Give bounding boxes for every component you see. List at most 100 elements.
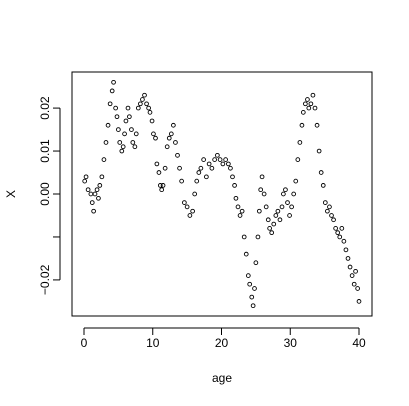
- point: [83, 174, 89, 180]
- point: [322, 200, 328, 205]
- point: [291, 191, 297, 197]
- point: [267, 226, 272, 231]
- point: [177, 165, 182, 171]
- point: [101, 157, 107, 162]
- point: [333, 226, 338, 231]
- point: [281, 191, 286, 197]
- point: [94, 187, 100, 193]
- point: [138, 101, 143, 107]
- point: [190, 208, 195, 214]
- point: [212, 157, 217, 162]
- point: [140, 97, 145, 102]
- point: [166, 135, 172, 141]
- point: [329, 213, 334, 218]
- point: [209, 165, 215, 171]
- point: [261, 191, 267, 197]
- point: [312, 105, 318, 111]
- point: [111, 79, 116, 85]
- point: [142, 92, 147, 98]
- point: [303, 101, 308, 107]
- x-tick-label: 40: [352, 336, 366, 350]
- point: [356, 299, 362, 304]
- point: [129, 127, 134, 132]
- point: [133, 131, 139, 137]
- point: [130, 140, 136, 145]
- point: [289, 204, 294, 210]
- point: [258, 187, 264, 193]
- point: [345, 256, 351, 261]
- point: [173, 140, 178, 145]
- point: [192, 191, 198, 197]
- point: [120, 144, 126, 150]
- point: [327, 204, 332, 210]
- point: [287, 213, 292, 218]
- point: [263, 204, 269, 210]
- point: [215, 152, 220, 158]
- point: [82, 178, 88, 184]
- y-axis-label: X: [4, 190, 18, 198]
- point: [107, 101, 113, 107]
- point: [122, 131, 127, 137]
- point: [182, 200, 187, 205]
- point: [168, 131, 174, 137]
- point: [228, 165, 233, 171]
- point: [325, 208, 330, 214]
- point: [314, 122, 320, 128]
- point: [117, 140, 123, 145]
- point: [295, 157, 301, 162]
- point: [247, 281, 253, 287]
- point: [232, 183, 237, 188]
- point: [116, 127, 121, 132]
- point: [255, 234, 261, 240]
- point: [196, 170, 202, 175]
- point: [259, 174, 265, 180]
- point: [97, 183, 103, 188]
- point: [297, 140, 303, 145]
- point: [256, 208, 262, 214]
- point: [149, 118, 155, 124]
- point: [123, 118, 129, 124]
- point: [119, 148, 125, 154]
- point: [171, 122, 176, 128]
- point: [159, 187, 165, 193]
- point: [114, 114, 120, 120]
- point: [96, 195, 101, 201]
- point: [187, 213, 193, 218]
- point: [343, 247, 349, 253]
- point: [239, 208, 245, 214]
- point: [269, 230, 275, 236]
- point: [235, 204, 241, 210]
- point: [153, 135, 158, 141]
- point: [355, 286, 360, 291]
- y-tick-label: 0.02: [38, 96, 52, 120]
- point: [194, 178, 200, 184]
- point: [265, 217, 271, 223]
- point: [151, 131, 156, 137]
- point: [92, 191, 98, 197]
- x-tick-label: 10: [146, 336, 160, 350]
- point: [335, 230, 341, 236]
- y-tick-label: 0.01: [38, 139, 52, 163]
- point: [306, 105, 312, 111]
- point: [253, 260, 259, 266]
- point: [353, 268, 358, 274]
- point: [318, 170, 324, 175]
- point: [279, 204, 285, 210]
- point: [91, 208, 96, 214]
- point: [277, 217, 283, 223]
- point: [331, 217, 336, 223]
- point: [230, 174, 235, 180]
- point: [293, 178, 299, 184]
- point: [144, 101, 149, 107]
- point: [226, 161, 231, 167]
- point: [99, 174, 105, 180]
- point: [198, 165, 204, 171]
- point: [157, 183, 163, 188]
- point: [164, 144, 170, 150]
- point: [320, 183, 326, 188]
- point: [160, 183, 166, 188]
- point: [300, 110, 306, 115]
- point: [241, 234, 247, 240]
- x-tick-label: 0: [81, 336, 88, 350]
